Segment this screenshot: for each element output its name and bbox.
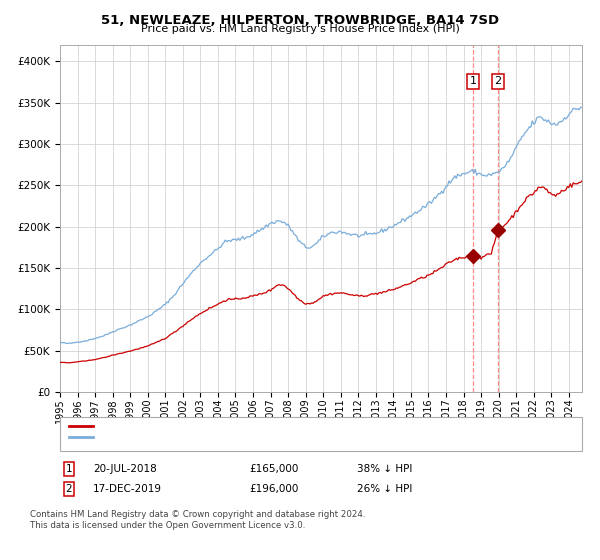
Text: 20-JUL-2018: 20-JUL-2018 bbox=[93, 464, 157, 474]
Text: 51, NEWLEAZE, HILPERTON, TROWBRIDGE, BA14 7SD (semi-detached house): 51, NEWLEAZE, HILPERTON, TROWBRIDGE, BA1… bbox=[97, 421, 476, 431]
Text: 1: 1 bbox=[470, 76, 477, 86]
Text: 2: 2 bbox=[65, 484, 73, 494]
Text: This data is licensed under the Open Government Licence v3.0.: This data is licensed under the Open Gov… bbox=[30, 521, 305, 530]
Text: £196,000: £196,000 bbox=[249, 484, 298, 494]
Text: HPI: Average price, semi-detached house, Wiltshire: HPI: Average price, semi-detached house,… bbox=[97, 432, 347, 442]
Text: 51, NEWLEAZE, HILPERTON, TROWBRIDGE, BA14 7SD: 51, NEWLEAZE, HILPERTON, TROWBRIDGE, BA1… bbox=[101, 14, 499, 27]
Text: £165,000: £165,000 bbox=[249, 464, 298, 474]
Text: 2: 2 bbox=[494, 76, 502, 86]
Text: 1: 1 bbox=[65, 464, 73, 474]
Text: 26% ↓ HPI: 26% ↓ HPI bbox=[357, 484, 412, 494]
Text: Contains HM Land Registry data © Crown copyright and database right 2024.: Contains HM Land Registry data © Crown c… bbox=[30, 510, 365, 519]
Text: Price paid vs. HM Land Registry's House Price Index (HPI): Price paid vs. HM Land Registry's House … bbox=[140, 24, 460, 34]
Text: 17-DEC-2019: 17-DEC-2019 bbox=[93, 484, 162, 494]
Text: 38% ↓ HPI: 38% ↓ HPI bbox=[357, 464, 412, 474]
